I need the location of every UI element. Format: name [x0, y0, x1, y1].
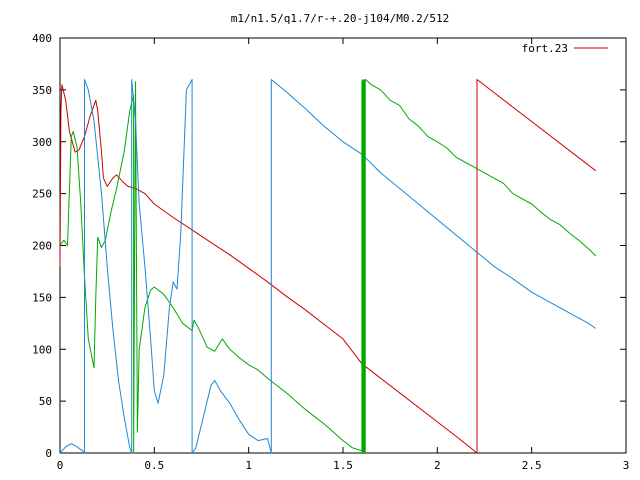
series-group	[59, 79, 597, 454]
y-tick-label: 100	[32, 343, 52, 356]
y-tick-label: 350	[32, 84, 52, 97]
series-line-2	[59, 79, 597, 454]
y-tick-label: 400	[32, 32, 52, 45]
x-tick-label: 0.5	[144, 459, 164, 472]
y-tick-label: 200	[32, 240, 52, 253]
series-line-1	[59, 79, 597, 454]
y-tick-label: 0	[45, 447, 52, 460]
legend-label-fort-23: fort.23	[522, 42, 568, 55]
x-tick-label: 0	[57, 459, 64, 472]
x-tick-label: 2	[434, 459, 441, 472]
y-tick-label: 250	[32, 188, 52, 201]
x-tick-label: 3	[623, 459, 630, 472]
chart-title: m1/n1.5/q1.7/r-+.20-j104/M0.2/512	[231, 12, 450, 25]
y-tick-label: 50	[39, 395, 52, 408]
plot-frame	[59, 37, 627, 454]
series-line-3	[59, 79, 597, 454]
y-tick-label: 150	[32, 291, 52, 304]
x-tick-label: 2.5	[522, 459, 542, 472]
x-tick-label: 1	[245, 459, 252, 472]
x-tick-label: 1.5	[333, 459, 353, 472]
axis-ticks: 0 50 100 150 200 250 300 350 400 0 0.5 1 1.5 2 2.5 3	[32, 32, 629, 472]
legend: fort.23	[522, 42, 608, 55]
y-tick-label: 300	[32, 136, 52, 149]
